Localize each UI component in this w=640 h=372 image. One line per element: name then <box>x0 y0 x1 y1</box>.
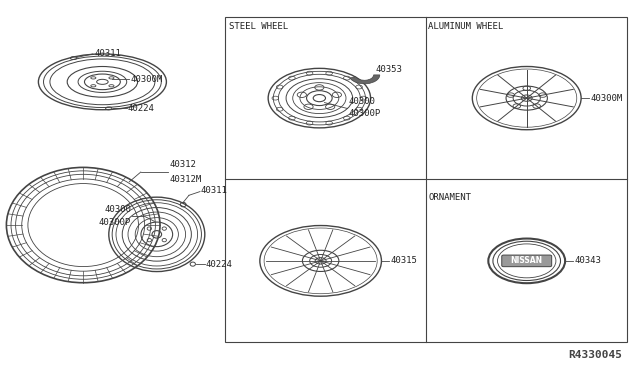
Text: 40300M: 40300M <box>590 94 622 103</box>
Text: 40343: 40343 <box>574 256 601 265</box>
FancyBboxPatch shape <box>502 255 552 267</box>
Text: NISSAN: NISSAN <box>511 256 543 265</box>
Text: 40300P: 40300P <box>349 109 381 118</box>
Bar <box>225 17 627 342</box>
Text: 40300: 40300 <box>349 97 376 106</box>
Text: R4330045: R4330045 <box>568 350 622 360</box>
Text: 40315: 40315 <box>390 256 417 265</box>
Wedge shape <box>350 75 380 84</box>
Text: STEEL WHEEL: STEEL WHEEL <box>229 22 288 31</box>
Text: 40300: 40300 <box>104 205 131 214</box>
Text: 40311: 40311 <box>94 49 121 58</box>
Text: 40224: 40224 <box>206 260 232 269</box>
Text: 40312: 40312 <box>169 160 196 169</box>
Text: 40224: 40224 <box>128 104 155 113</box>
Text: 40311: 40311 <box>201 186 228 195</box>
Text: 40353: 40353 <box>376 65 403 74</box>
Text: 40300P: 40300P <box>99 218 131 227</box>
Text: 40300M: 40300M <box>131 74 163 84</box>
Text: ALUMINUM WHEEL: ALUMINUM WHEEL <box>428 22 503 31</box>
Text: 40312M: 40312M <box>169 175 202 184</box>
Text: ORNAMENT: ORNAMENT <box>429 193 472 202</box>
